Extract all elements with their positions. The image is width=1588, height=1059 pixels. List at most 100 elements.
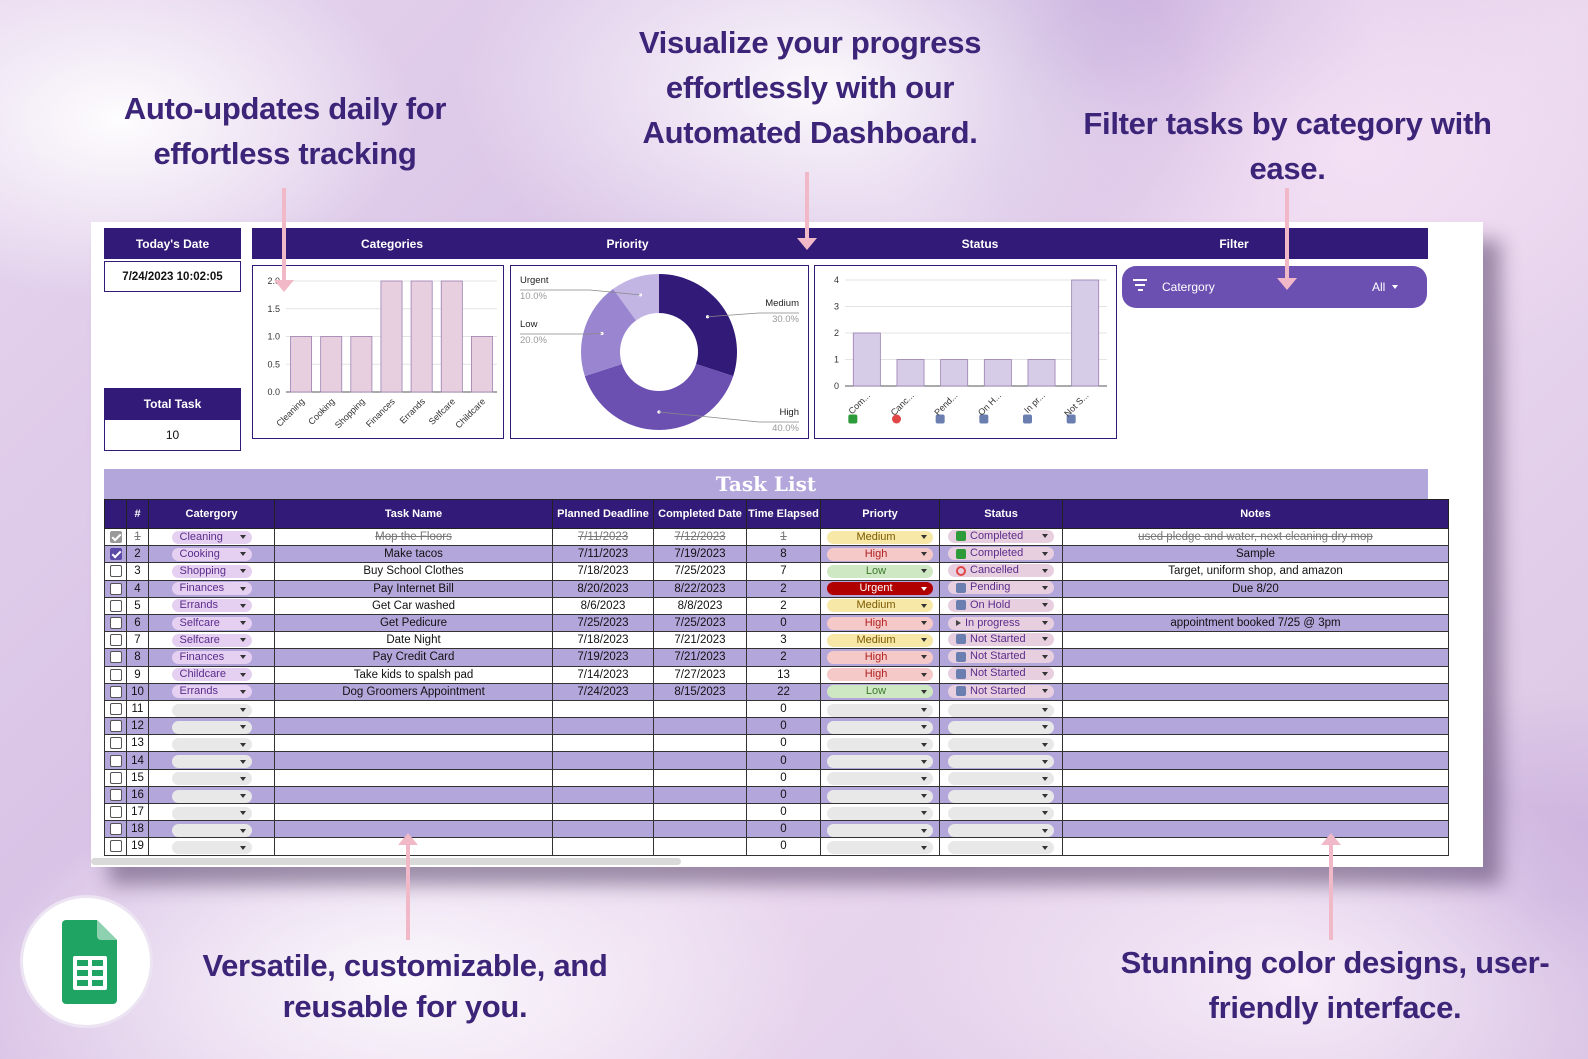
priority-dropdown[interactable] — [827, 841, 933, 855]
status-dropdown[interactable]: Cancelled — [948, 564, 1054, 578]
category-cell[interactable]: Finances — [148, 648, 275, 667]
checkbox-icon[interactable] — [109, 668, 122, 681]
priority-dropdown[interactable]: High — [827, 650, 933, 664]
status-cell[interactable] — [939, 751, 1063, 770]
time-elapsed-cell[interactable]: 0 — [746, 751, 821, 770]
completed-date-cell[interactable]: 8/8/2023 — [653, 596, 747, 615]
notes-cell[interactable] — [1062, 734, 1449, 753]
completed-date-cell[interactable]: 7/12/2023 — [653, 527, 747, 547]
status-cell[interactable] — [939, 768, 1063, 787]
planned-deadline-cell[interactable] — [552, 717, 654, 736]
category-cell[interactable]: Selfcare — [148, 631, 275, 650]
select-cell[interactable] — [104, 579, 127, 598]
completed-date-cell[interactable]: 8/15/2023 — [653, 682, 747, 701]
category-cell[interactable]: Errands — [148, 596, 275, 615]
checkbox-icon[interactable] — [109, 599, 122, 612]
task-name-cell[interactable]: Mop the Floors — [274, 527, 553, 547]
category-dropdown[interactable] — [171, 720, 252, 734]
status-cell[interactable]: Pending — [939, 579, 1063, 598]
planned-deadline-cell[interactable]: 7/19/2023 — [552, 648, 654, 667]
planned-deadline-cell[interactable] — [552, 699, 654, 719]
completed-date-cell[interactable] — [653, 734, 747, 753]
checkbox-icon[interactable] — [109, 806, 122, 819]
column-header-status[interactable]: Status — [939, 499, 1063, 529]
select-cell[interactable] — [104, 820, 127, 839]
notes-cell[interactable]: Sample — [1062, 545, 1449, 564]
status-cell[interactable]: On Hold — [939, 596, 1063, 615]
priority-cell[interactable]: Low — [820, 562, 940, 581]
planned-deadline-cell[interactable] — [552, 751, 654, 770]
category-cell[interactable] — [148, 699, 275, 719]
task-name-cell[interactable] — [274, 802, 553, 822]
completed-date-cell[interactable]: 7/25/2023 — [653, 562, 747, 581]
task-name-cell[interactable] — [274, 717, 553, 736]
planned-deadline-cell[interactable]: 7/14/2023 — [552, 665, 654, 684]
notes-cell[interactable] — [1062, 785, 1449, 805]
status-dropdown[interactable] — [948, 720, 1054, 734]
checkbox-icon[interactable] — [109, 702, 122, 715]
status-cell[interactable]: Cancelled — [939, 562, 1063, 581]
time-elapsed-cell[interactable]: 8 — [746, 545, 821, 564]
priority-dropdown[interactable]: Medium — [827, 633, 933, 647]
notes-cell[interactable] — [1062, 717, 1449, 736]
column-header-priority[interactable]: Priorty — [820, 499, 940, 529]
priority-cell[interactable]: High — [820, 665, 940, 684]
checkbox-icon[interactable] — [109, 651, 122, 664]
checkbox-icon[interactable] — [109, 617, 122, 630]
select-cell[interactable] — [104, 562, 127, 581]
category-dropdown[interactable]: Childcare — [171, 668, 252, 682]
time-elapsed-cell[interactable]: 0 — [746, 734, 821, 753]
category-dropdown[interactable]: Shopping — [171, 564, 252, 578]
notes-cell[interactable]: Target, uniform shop, and amazon — [1062, 562, 1449, 581]
priority-cell[interactable] — [820, 768, 940, 787]
priority-dropdown[interactable]: Urgent — [827, 582, 933, 596]
notes-cell[interactable] — [1062, 820, 1449, 839]
status-dropdown[interactable] — [948, 738, 1054, 751]
priority-cell[interactable]: Medium — [820, 631, 940, 650]
checkbox-icon[interactable] — [109, 788, 122, 801]
completed-date-cell[interactable] — [653, 751, 747, 770]
time-elapsed-cell[interactable]: 0 — [746, 613, 821, 633]
planned-deadline-cell[interactable] — [552, 785, 654, 805]
status-dropdown[interactable]: Completed — [948, 547, 1054, 561]
category-cell[interactable] — [148, 734, 275, 753]
status-cell[interactable] — [939, 717, 1063, 736]
notes-cell[interactable] — [1062, 648, 1449, 667]
time-elapsed-cell[interactable]: 0 — [746, 820, 821, 839]
priority-dropdown[interactable] — [827, 806, 933, 820]
priority-dropdown[interactable] — [827, 824, 933, 837]
completed-date-cell[interactable]: 7/21/2023 — [653, 648, 747, 667]
task-name-cell[interactable]: Pay Internet Bill — [274, 579, 553, 598]
column-header-time-elapsed[interactable]: Time Elapsed — [746, 499, 821, 529]
notes-cell[interactable] — [1062, 631, 1449, 650]
category-dropdown[interactable]: Selfcare — [171, 616, 252, 630]
time-elapsed-cell[interactable]: 7 — [746, 562, 821, 581]
select-cell[interactable] — [104, 785, 127, 805]
status-cell[interactable]: In progress — [939, 613, 1063, 633]
completed-date-cell[interactable] — [653, 820, 747, 839]
checkbox-icon[interactable] — [109, 548, 122, 561]
checkbox-icon[interactable] — [109, 634, 122, 647]
priority-cell[interactable] — [820, 820, 940, 839]
time-elapsed-cell[interactable]: 3 — [746, 631, 821, 650]
category-dropdown[interactable] — [171, 755, 252, 769]
task-name-cell[interactable] — [274, 785, 553, 805]
priority-dropdown[interactable] — [827, 738, 933, 751]
time-elapsed-cell[interactable]: 0 — [746, 785, 821, 805]
category-cell[interactable]: Errands — [148, 682, 275, 701]
time-elapsed-cell[interactable]: 0 — [746, 802, 821, 822]
category-filter[interactable]: Catergory All — [1122, 266, 1427, 308]
planned-deadline-cell[interactable]: 7/18/2023 — [552, 562, 654, 581]
priority-cell[interactable] — [820, 734, 940, 753]
priority-dropdown[interactable]: Medium — [827, 599, 933, 613]
status-dropdown[interactable] — [948, 789, 1054, 803]
category-cell[interactable] — [148, 768, 275, 787]
column-header-completed-date[interactable]: Completed Date — [653, 499, 747, 529]
status-cell[interactable] — [939, 837, 1063, 856]
status-dropdown[interactable]: Pending — [948, 581, 1054, 595]
category-cell[interactable]: Cleaning — [148, 527, 275, 547]
column-header-planned-deadline[interactable]: Planned Deadline — [552, 499, 654, 529]
column-header-task-name[interactable]: Task Name — [274, 499, 553, 529]
priority-dropdown[interactable] — [827, 720, 933, 734]
notes-cell[interactable] — [1062, 837, 1449, 856]
